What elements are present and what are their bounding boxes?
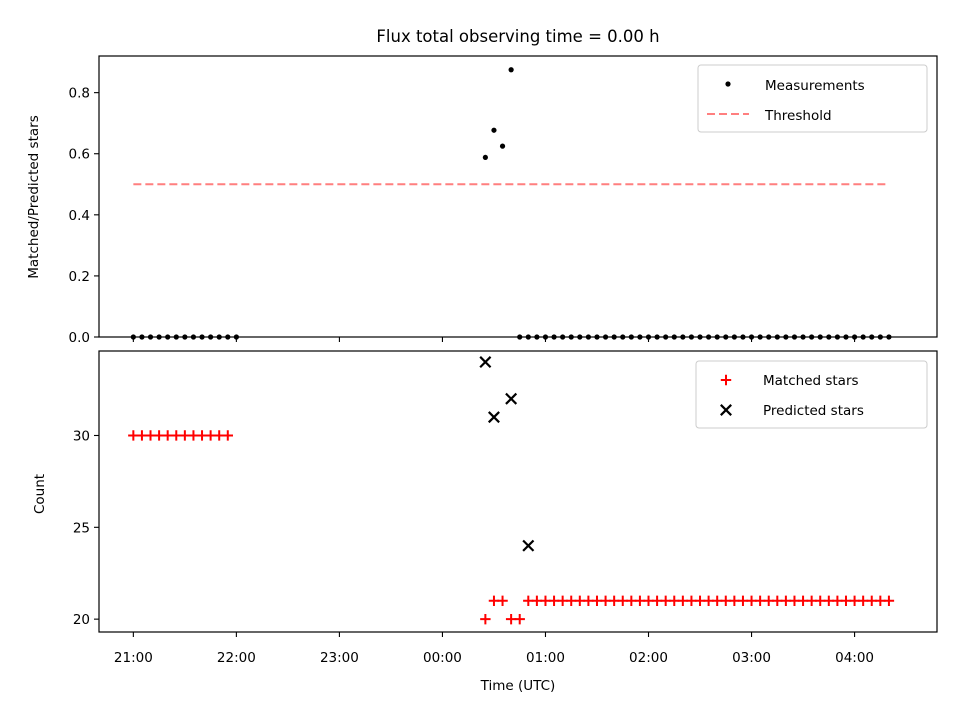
top-plot-area: 0.0 0.2 0.4 0.6 0.8 (69, 55, 938, 346)
top-y-axis-label: Matched/Predicted stars (26, 115, 42, 278)
x-tick-label: 02:00 (629, 650, 668, 666)
top-plot-frame (98, 55, 938, 338)
y-tick-label: 30 (73, 428, 90, 444)
y-tick-label: 0.8 (69, 86, 90, 102)
data-point (499, 143, 506, 149)
data-point (508, 67, 514, 73)
data-point (720, 404, 732, 416)
data-point (883, 595, 895, 606)
x-tick-label: 23:00 (320, 650, 359, 666)
x-tick-label: 03:00 (732, 650, 771, 666)
legend-label: Threshold (764, 108, 832, 124)
x-tick-label: 01:00 (526, 650, 565, 666)
y-tick-label: 0.2 (69, 269, 90, 285)
y-tick-label: 0.6 (69, 147, 90, 163)
data-point (479, 356, 492, 368)
data-point (497, 595, 508, 606)
x-tick-label: 00:00 (423, 650, 462, 666)
legend-label: Measurements (765, 78, 865, 94)
bottom-plot-frame (98, 350, 938, 633)
data-point (505, 392, 518, 405)
chart-title: Flux total observing time = 0.00 h (376, 27, 659, 46)
data-point (514, 613, 525, 625)
data-point (487, 411, 500, 424)
y-tick-label: 0.0 (69, 330, 90, 346)
x-axis-label: Time (UTC) (480, 678, 556, 694)
data-point (482, 154, 488, 161)
x-tick-label: 04:00 (835, 650, 874, 666)
legend-box (697, 64, 928, 133)
data-point (522, 539, 535, 552)
x-tick-label: 22:00 (217, 650, 256, 666)
x-tick-label: 21:00 (114, 650, 153, 666)
data-point (720, 374, 732, 386)
y-tick-label: 20 (73, 612, 90, 628)
y-tick-label: 0.4 (69, 208, 90, 224)
data-point (725, 81, 731, 87)
data-point (491, 127, 497, 133)
bottom-y-axis-label: Count (32, 474, 48, 514)
y-tick-label: 25 (73, 520, 90, 536)
legend-label: Matched stars (763, 373, 859, 389)
bottom-legend: Matched stars Predicted stars (695, 360, 928, 429)
data-point (222, 430, 233, 441)
data-point (480, 613, 491, 625)
bottom-plot-area: 20 25 30 21:00 22:00 23:00 00:00 01:00 02:00 03:0… (73, 350, 938, 666)
legend-box (695, 360, 928, 429)
legend-label: Predicted stars (763, 403, 864, 419)
top-legend: Measurements Threshold (697, 64, 928, 133)
